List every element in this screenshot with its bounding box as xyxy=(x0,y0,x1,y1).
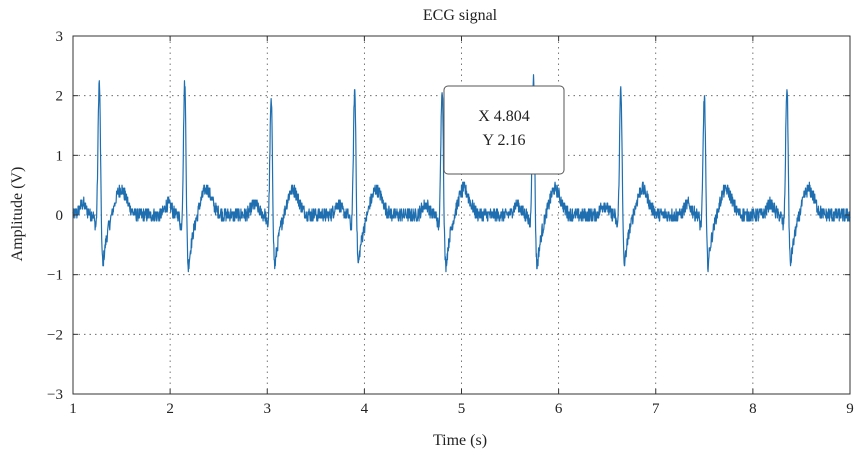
ecg-series-line xyxy=(72,74,851,273)
chart-title: ECG signal xyxy=(423,7,498,24)
datatip[interactable]: X 4.804 Y 2.16 xyxy=(443,85,565,175)
x-tick-label: 4 xyxy=(361,401,369,417)
y-tick-label: 2 xyxy=(56,89,64,105)
y-tick-label: −2 xyxy=(47,327,63,343)
x-tick-label: 6 xyxy=(555,401,563,417)
y-tick-label: 1 xyxy=(56,148,64,164)
datatip-y: Y 2.16 xyxy=(483,132,526,149)
series-layer xyxy=(72,74,851,273)
x-tick-label: 2 xyxy=(166,401,174,417)
y-tick-label: −1 xyxy=(47,268,63,284)
axis-ticks: 1 2 3 4 5 6 7 8 9 3 2 1 0 −1 −2 −3 xyxy=(47,29,854,417)
datatip-box xyxy=(443,85,565,175)
datatip-x: X 4.804 xyxy=(478,108,530,125)
y-axis-label: Amplitude (V) xyxy=(9,167,26,262)
y-tick-label: −3 xyxy=(47,387,63,403)
x-tick-label: 1 xyxy=(69,401,77,417)
grid-lines xyxy=(73,36,850,394)
x-tick-label: 8 xyxy=(749,401,757,417)
x-tick-label: 9 xyxy=(846,401,854,417)
x-axis-label: Time (s) xyxy=(433,432,487,449)
x-tick-label: 3 xyxy=(264,401,272,417)
y-tick-label: 3 xyxy=(56,29,64,45)
y-tick-label: 0 xyxy=(56,208,64,224)
x-tick-label: 5 xyxy=(458,401,466,417)
x-tick-label: 7 xyxy=(652,401,660,417)
